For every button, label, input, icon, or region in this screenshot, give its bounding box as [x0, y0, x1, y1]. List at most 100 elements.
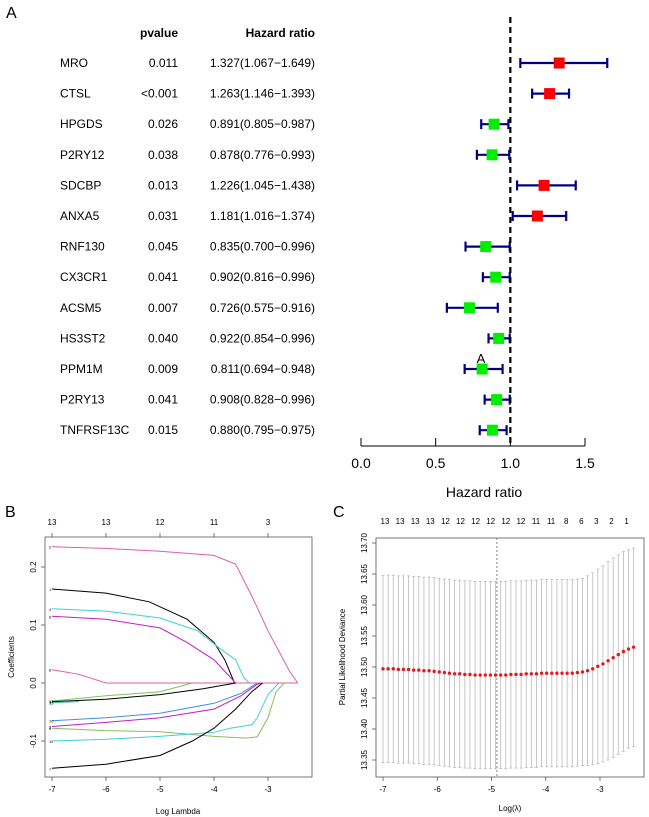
deviance-point — [539, 671, 544, 675]
gene-label: P2RY12 — [60, 148, 105, 162]
hazard-ratio-cell: 0.908(0.828−0.996) — [210, 393, 315, 407]
gene-label: CTSL — [60, 87, 91, 101]
top-tick-label-c: 13 — [411, 517, 420, 526]
coefficient-path — [51, 682, 280, 742]
pvalue-cell: 0.041 — [148, 270, 178, 284]
deviance-point — [442, 670, 447, 675]
deviance-point — [498, 673, 503, 677]
hazard-ratio-marker — [538, 179, 550, 191]
gene-label: PPM1M — [60, 362, 103, 376]
path-label: 6 — [49, 614, 52, 619]
stray-annotation: A — [477, 351, 486, 366]
path-label: 2 — [49, 545, 52, 550]
y-axis-label-c: Partial Likelihood Deviance — [338, 608, 347, 705]
axes-c: -7 -6 -5 -4 -3 13.35 13.40 13.45 13.50 13.55 13.60… — [360, 517, 629, 794]
deviance-point — [626, 647, 631, 651]
pvalue-cell: 0.013 — [148, 178, 178, 192]
hazard-ratio-cell: 0.891(0.805−0.987) — [210, 117, 315, 131]
deviance-point — [596, 664, 600, 669]
deviance-point — [591, 667, 595, 671]
hazard-ratio-cell: 0.811(0.694−0.948) — [211, 362, 315, 376]
deviance-point — [570, 671, 574, 675]
path-label: 7 — [49, 766, 52, 771]
x-tick-label-b: -6 — [102, 785, 110, 794]
hazard-ratio-axis: 0.0 0.5 1.0 1.5 — [351, 438, 595, 471]
deviance-point — [432, 669, 436, 674]
path-label: 5 — [49, 725, 52, 730]
y-tick-label-c: 13.45 — [360, 687, 369, 708]
deviance-point — [447, 671, 452, 675]
x-tick-label-c: -6 — [434, 785, 442, 794]
path-label: 11 — [49, 739, 54, 744]
y-tick-label-b: 0.1 — [29, 619, 38, 631]
coefficient-path — [51, 682, 193, 702]
pvalue-cell: 0.045 — [148, 240, 178, 254]
hazard-ratio-marker — [544, 88, 556, 100]
hazard-ratio-marker — [463, 302, 475, 314]
axis-tick-label: 0.0 — [351, 455, 371, 471]
top-tick-label-c: 8 — [564, 517, 569, 526]
gene-label: HS3ST2 — [60, 331, 106, 345]
deviance-point — [463, 672, 467, 677]
axis-tick-label: 0.5 — [426, 455, 446, 471]
y-tick-label-c: 13.55 — [360, 625, 369, 646]
top-tick-label-b: 11 — [210, 518, 219, 527]
gene-label: SDCBP — [60, 178, 101, 192]
deviance-point — [488, 673, 493, 677]
deviance-point — [493, 673, 498, 677]
axis-tick-label: 1.5 — [575, 455, 595, 471]
deviance-point — [504, 673, 508, 677]
top-tick-label-c: 13 — [396, 517, 405, 526]
coefficient-path — [51, 546, 299, 684]
top-tick-label-c: 2 — [609, 517, 614, 526]
y-tick-label-c: 13.60 — [360, 594, 369, 615]
panel-label-b: B — [5, 504, 16, 521]
coefficient-path — [51, 682, 285, 739]
top-tick-label-c: 3 — [594, 517, 599, 526]
pvalue-cell: 0.031 — [148, 209, 178, 223]
pvalue-cell: 0.007 — [148, 301, 178, 315]
deviance-point — [396, 667, 401, 672]
path-label: 13 — [49, 701, 54, 706]
deviance-point — [611, 656, 615, 660]
x-axis-label-b: Log Lambda — [156, 807, 201, 816]
y-axis-label-b: Coefficients — [7, 636, 16, 678]
x-axis-label-c: Log(λ) — [499, 804, 522, 813]
top-tick-label-c: 13 — [381, 517, 390, 526]
deviance-point — [621, 649, 626, 654]
path-label: 10 — [49, 719, 54, 724]
hazard-ratio-cell: 0.902(0.816−0.996) — [210, 270, 315, 284]
top-tick-label-c: 11 — [547, 517, 556, 526]
deviance-point — [565, 671, 569, 675]
hazard-ratio-marker — [553, 57, 565, 69]
deviance-point — [616, 652, 620, 657]
forest-rows: MRO 0.011 1.327(1.067−1.649) CTSL <0.001 1.26… — [60, 56, 609, 437]
deviance-point — [544, 671, 549, 675]
hazard-ratio-cell: 0.835(0.700−0.996) — [210, 240, 315, 254]
error-bars — [381, 547, 636, 770]
top-tick-label-c: 11 — [532, 517, 541, 526]
x-tick-label-b: -3 — [264, 785, 272, 794]
hazard-ratio-cell: 0.726(0.575−0.916) — [210, 301, 315, 315]
pvalue-cell: 0.011 — [149, 56, 178, 70]
panel-label-c: C — [333, 504, 345, 521]
deviance-point — [468, 672, 472, 677]
deviance-point — [417, 668, 421, 672]
deviance-point — [514, 672, 518, 677]
y-tick-label-c: 13.35 — [360, 749, 369, 770]
gene-label: ANXA5 — [60, 209, 100, 223]
hazard-ratio-cell: 1.327(1.067−1.649) — [210, 56, 315, 70]
gene-label: RNF130 — [60, 240, 105, 254]
top-tick-label-b: 13 — [48, 518, 57, 527]
coefficient-path — [51, 608, 250, 684]
panel-label-a: A — [6, 5, 17, 22]
deviance-point — [560, 671, 564, 675]
deviance-point — [483, 673, 487, 677]
deviance-point — [606, 659, 610, 663]
hazard-ratio-marker — [480, 241, 492, 253]
hazard-ratio-marker — [486, 424, 498, 436]
y-tick-label-c: 13.65 — [360, 563, 369, 584]
path-label: 8 — [49, 668, 52, 673]
